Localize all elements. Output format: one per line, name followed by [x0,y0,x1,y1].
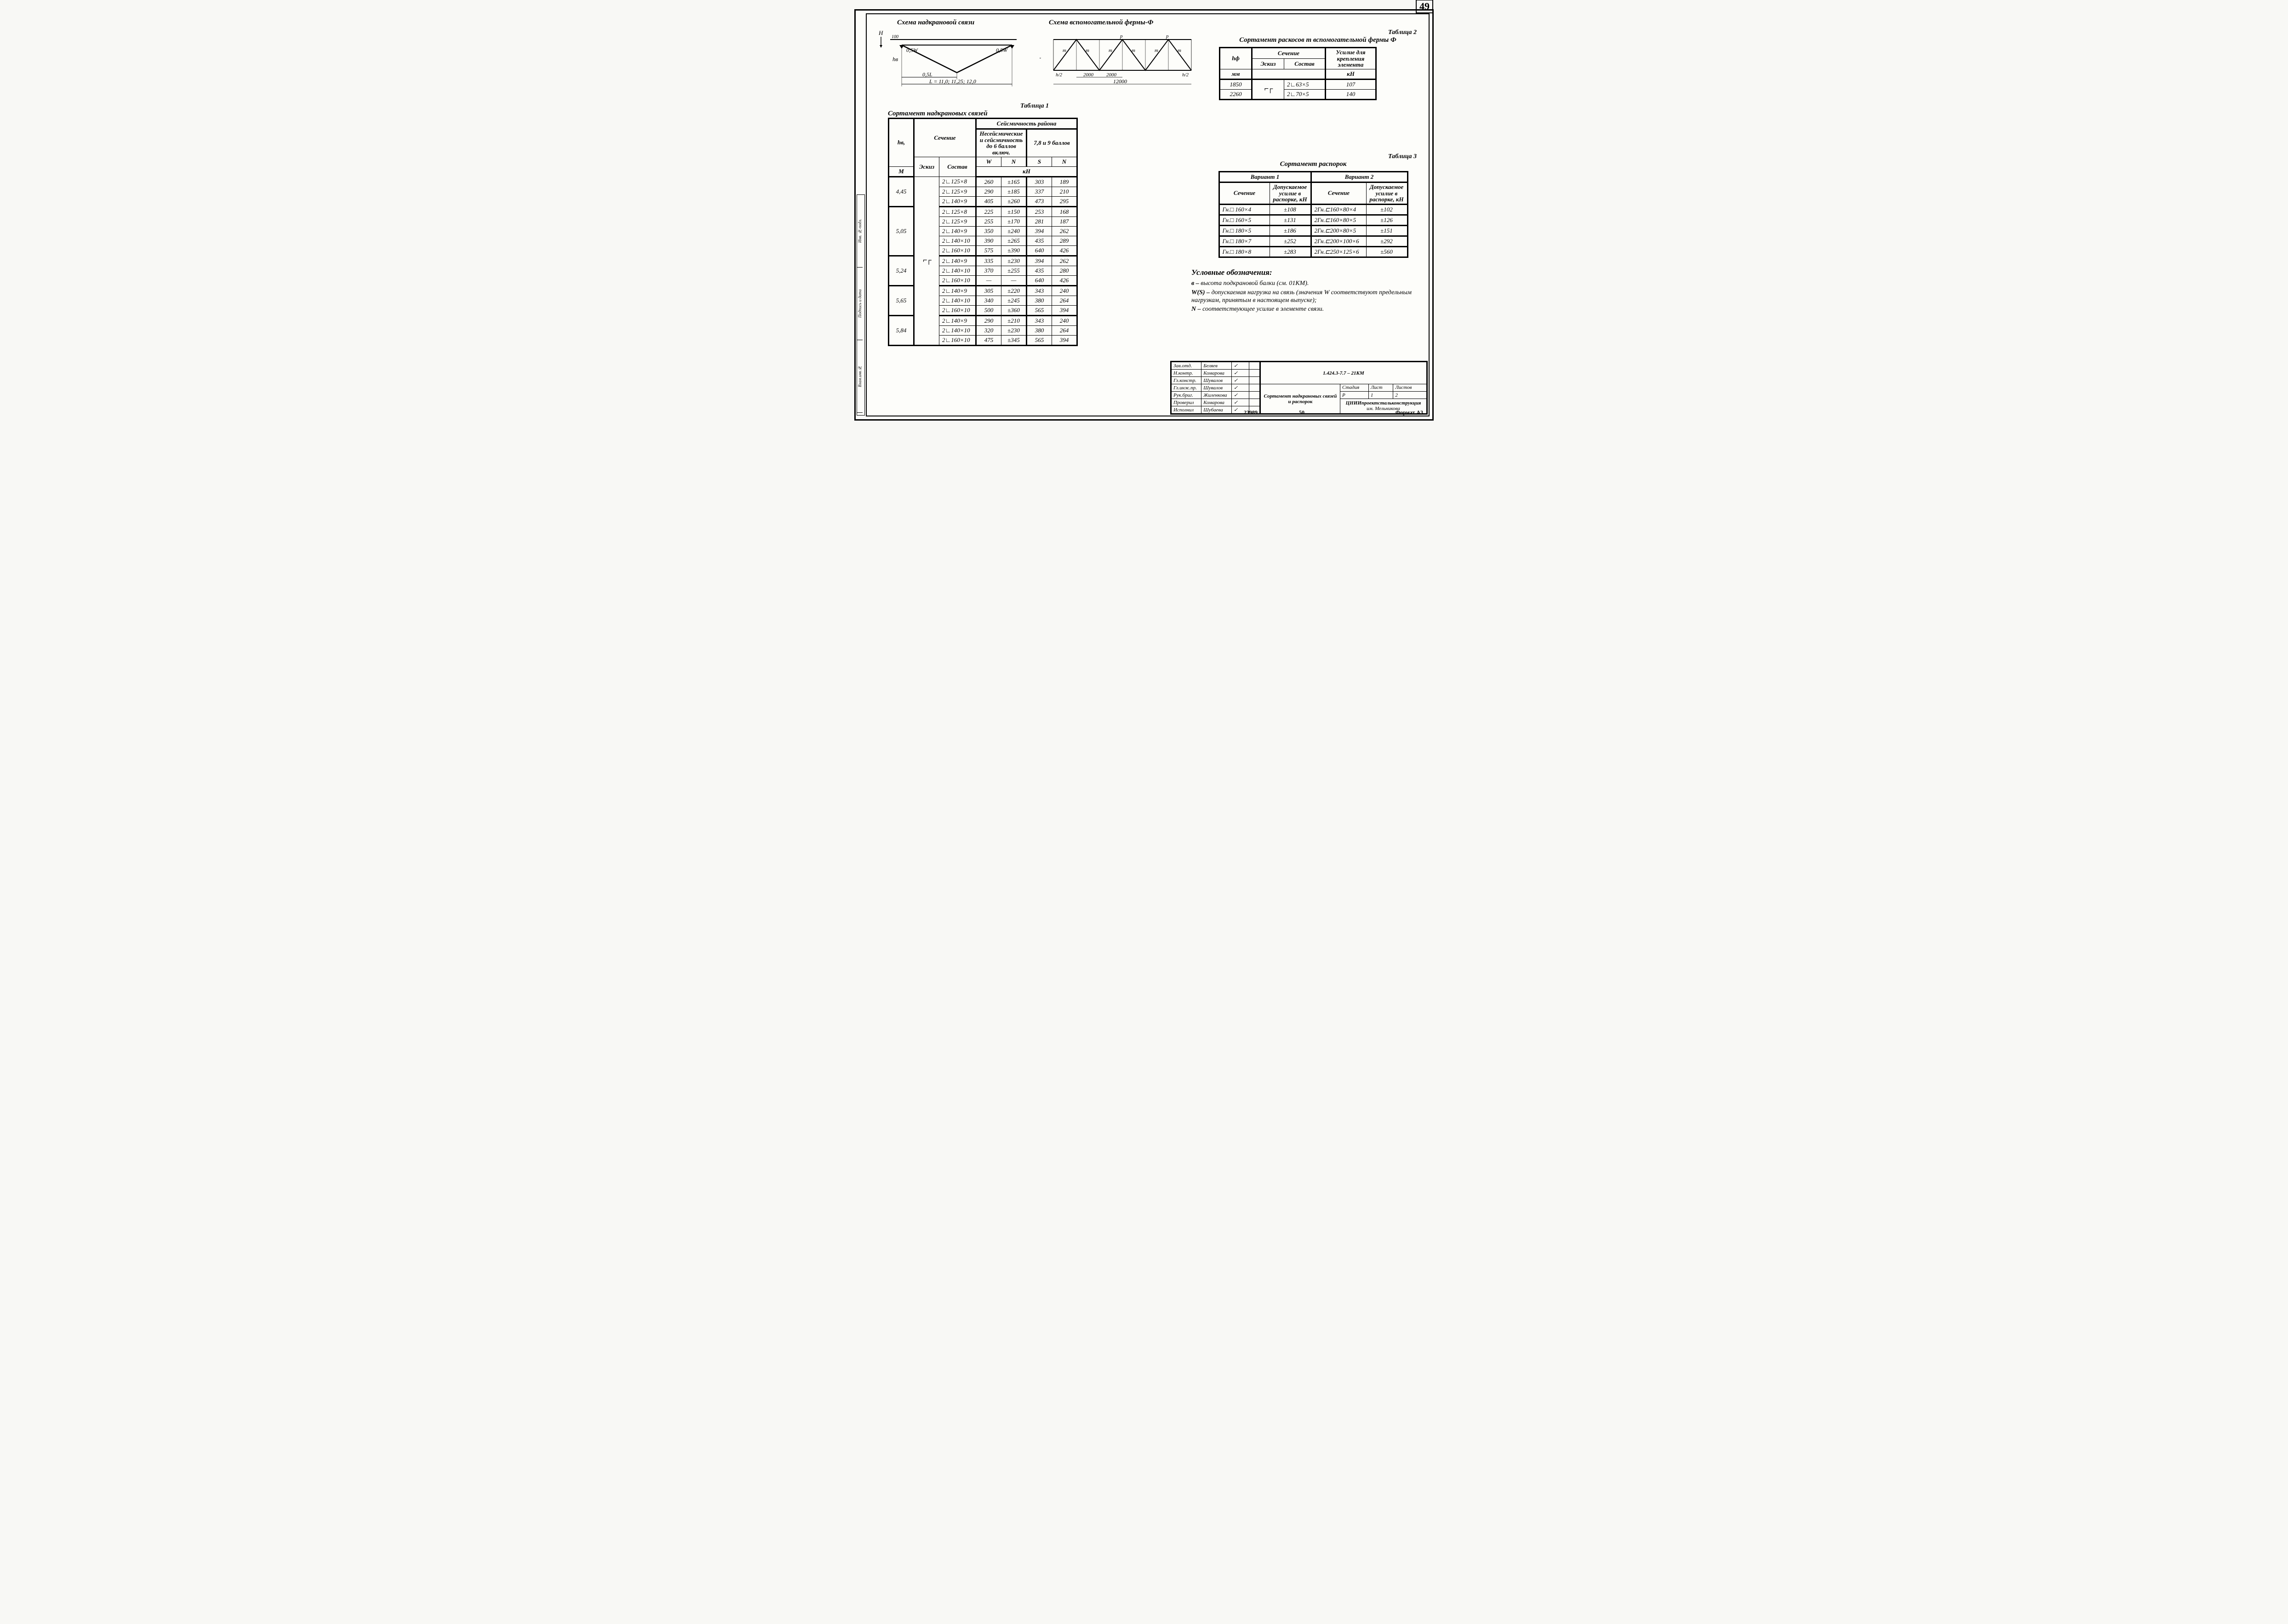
table3: Вариант 1 Вариант 2 Сечение Допускаемое … [1218,171,1408,258]
legend-term: в – [1191,280,1199,287]
table3-wrap: Таблица 3 Сортамент распорок Вариант 1 В… [1210,153,1417,258]
svg-text:0,5L: 0,5L [922,71,932,78]
svg-text:m: m [1086,48,1089,53]
svg-text:m: m [1109,48,1112,53]
svg-text:2000: 2000 [1106,72,1117,78]
table1-caption: Таблица 1 [888,103,1049,110]
svg-text:m: m [1155,48,1158,53]
svg-text:100: 100 [892,34,898,40]
strip-cell: Инв. №-подл. [857,195,863,268]
diagram2-title: Схема вспомогательной фермы-Ф [1049,19,1201,27]
legend-text: соответствующее усилие в элементе связи. [1202,306,1324,313]
diagram-crane-bracing: Схема надкрановой связи H 100 0,5W 0,5W … [879,19,1026,92]
svg-text:m: m [1063,48,1066,53]
svg-text:hв: hв [892,56,898,63]
legend-term: N – [1191,306,1201,313]
table2-title: Сортамент раскосов m вспомогательной фер… [1219,36,1417,44]
svg-text:h/2: h/2 [1056,72,1063,78]
table3-caption: Таблица 3 [1210,153,1417,160]
footer-left: 23989 [1244,409,1258,416]
table1: hв, Сечение Сейсмичность района Несейсми… [888,118,1078,346]
legend: Условные обозначения: в – высота подкран… [1191,268,1421,315]
legend-text: допускаемая нагрузка на связь (значения … [1191,289,1412,304]
svg-text:m: m [1178,48,1181,53]
strip-cell: Подпись и дата [857,268,863,340]
label-h: H [879,29,883,36]
title-block: Зав.отд.Беляев✓1.424.3-7.7 – 21КМН.контр… [1170,361,1428,415]
strip-cell: Взам.инв.№ [857,340,863,413]
table2: hф Сечение Усилие для крепления элемента… [1219,47,1377,100]
footer-mid: 50 [1299,409,1304,416]
svg-text:p: p [1166,34,1169,39]
svg-text:0,5W: 0,5W [906,47,918,53]
page-number: 49 [1416,0,1433,13]
svg-text:L = 11,0; 11,25; 12,0: L = 11,0; 11,25; 12,0 [929,78,976,85]
table2-wrap: Таблица 2 Сортамент раскосов m вспомогат… [1219,29,1417,100]
footer-right: Формат А3 [1396,409,1423,416]
svg-text:0,5W: 0,5W [996,47,1008,53]
table3-title: Сортамент распорок [1210,160,1417,168]
diagram-aux-truss: Схема вспомогательной фермы-Ф hф=в+200 m… [1040,19,1201,92]
legend-title: Условные обозначения: [1191,268,1421,277]
svg-text:2000: 2000 [1083,72,1094,78]
svg-text:12000: 12000 [1113,78,1127,85]
legend-text: высота подкрановой балки (см. 01КМ). [1201,280,1309,287]
svg-text:hф=в+200: hф=в+200 [1040,38,1041,63]
table1-title: Сортамент надкрановых связей [888,110,1132,118]
diagram1-title: Схема надкрановой связи [897,19,1026,27]
legend-term: W(S) – [1191,289,1210,296]
svg-text:m: m [1132,48,1135,53]
svg-text:p: p [1120,34,1123,39]
svg-text:h/2: h/2 [1182,72,1189,78]
binding-strip: Инв. №-подл. Подпись и дата Взам.инв.№ [857,194,865,416]
table2-caption: Таблица 2 [1219,29,1417,36]
table1-wrap: Таблица 1 Сортамент надкрановых связей h… [888,103,1132,346]
